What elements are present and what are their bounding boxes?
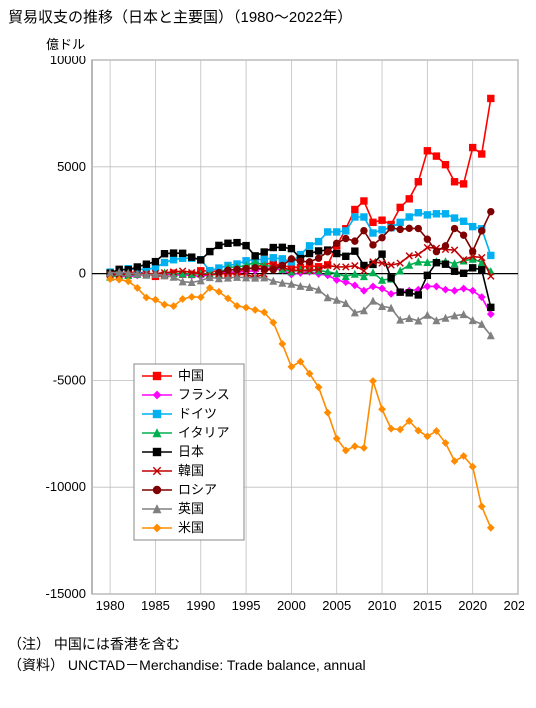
note-2: （資料） UNCTAD－Merchandise: Trade balance, … bbox=[8, 655, 366, 676]
svg-text:ロシア: ロシア bbox=[178, 482, 217, 497]
svg-text:1980: 1980 bbox=[96, 598, 125, 613]
svg-text:-15000: -15000 bbox=[46, 586, 86, 601]
svg-text:2005: 2005 bbox=[322, 598, 351, 613]
svg-text:2000: 2000 bbox=[277, 598, 306, 613]
svg-text:イタリア: イタリア bbox=[178, 425, 229, 440]
source-notes: （注） 中国には香港を含む （資料） UNCTAD－Merchandise: T… bbox=[8, 634, 366, 676]
svg-text:1990: 1990 bbox=[186, 598, 215, 613]
svg-text:5000: 5000 bbox=[57, 159, 86, 174]
svg-text:2020: 2020 bbox=[458, 598, 487, 613]
chart-plot: -15000 -10000 -5000 0 5000 10000 1980 1985 1990 1… bbox=[44, 56, 524, 616]
svg-text:1995: 1995 bbox=[232, 598, 261, 613]
svg-text:0: 0 bbox=[79, 266, 86, 281]
svg-text:-5000: -5000 bbox=[53, 372, 86, 387]
svg-text:2015: 2015 bbox=[413, 598, 442, 613]
svg-text:フランス: フランス bbox=[178, 387, 230, 402]
y-unit-label: 億ドル bbox=[46, 34, 85, 53]
svg-text:韓国: 韓国 bbox=[178, 463, 204, 478]
svg-text:中国: 中国 bbox=[178, 368, 204, 383]
svg-text:-10000: -10000 bbox=[46, 479, 86, 494]
svg-text:ドイツ: ドイツ bbox=[178, 406, 217, 421]
svg-text:英国: 英国 bbox=[178, 501, 204, 516]
svg-text:米国: 米国 bbox=[178, 520, 204, 535]
svg-text:10000: 10000 bbox=[50, 56, 86, 67]
svg-text:2010: 2010 bbox=[368, 598, 397, 613]
svg-text:日本: 日本 bbox=[178, 444, 204, 459]
svg-text:2025: 2025 bbox=[504, 598, 524, 613]
svg-text:1985: 1985 bbox=[141, 598, 170, 613]
note-1: （注） 中国には香港を含む bbox=[8, 634, 366, 655]
chart-title: 貿易収支の推移（日本と主要国）（1980～2022年） bbox=[0, 0, 536, 27]
